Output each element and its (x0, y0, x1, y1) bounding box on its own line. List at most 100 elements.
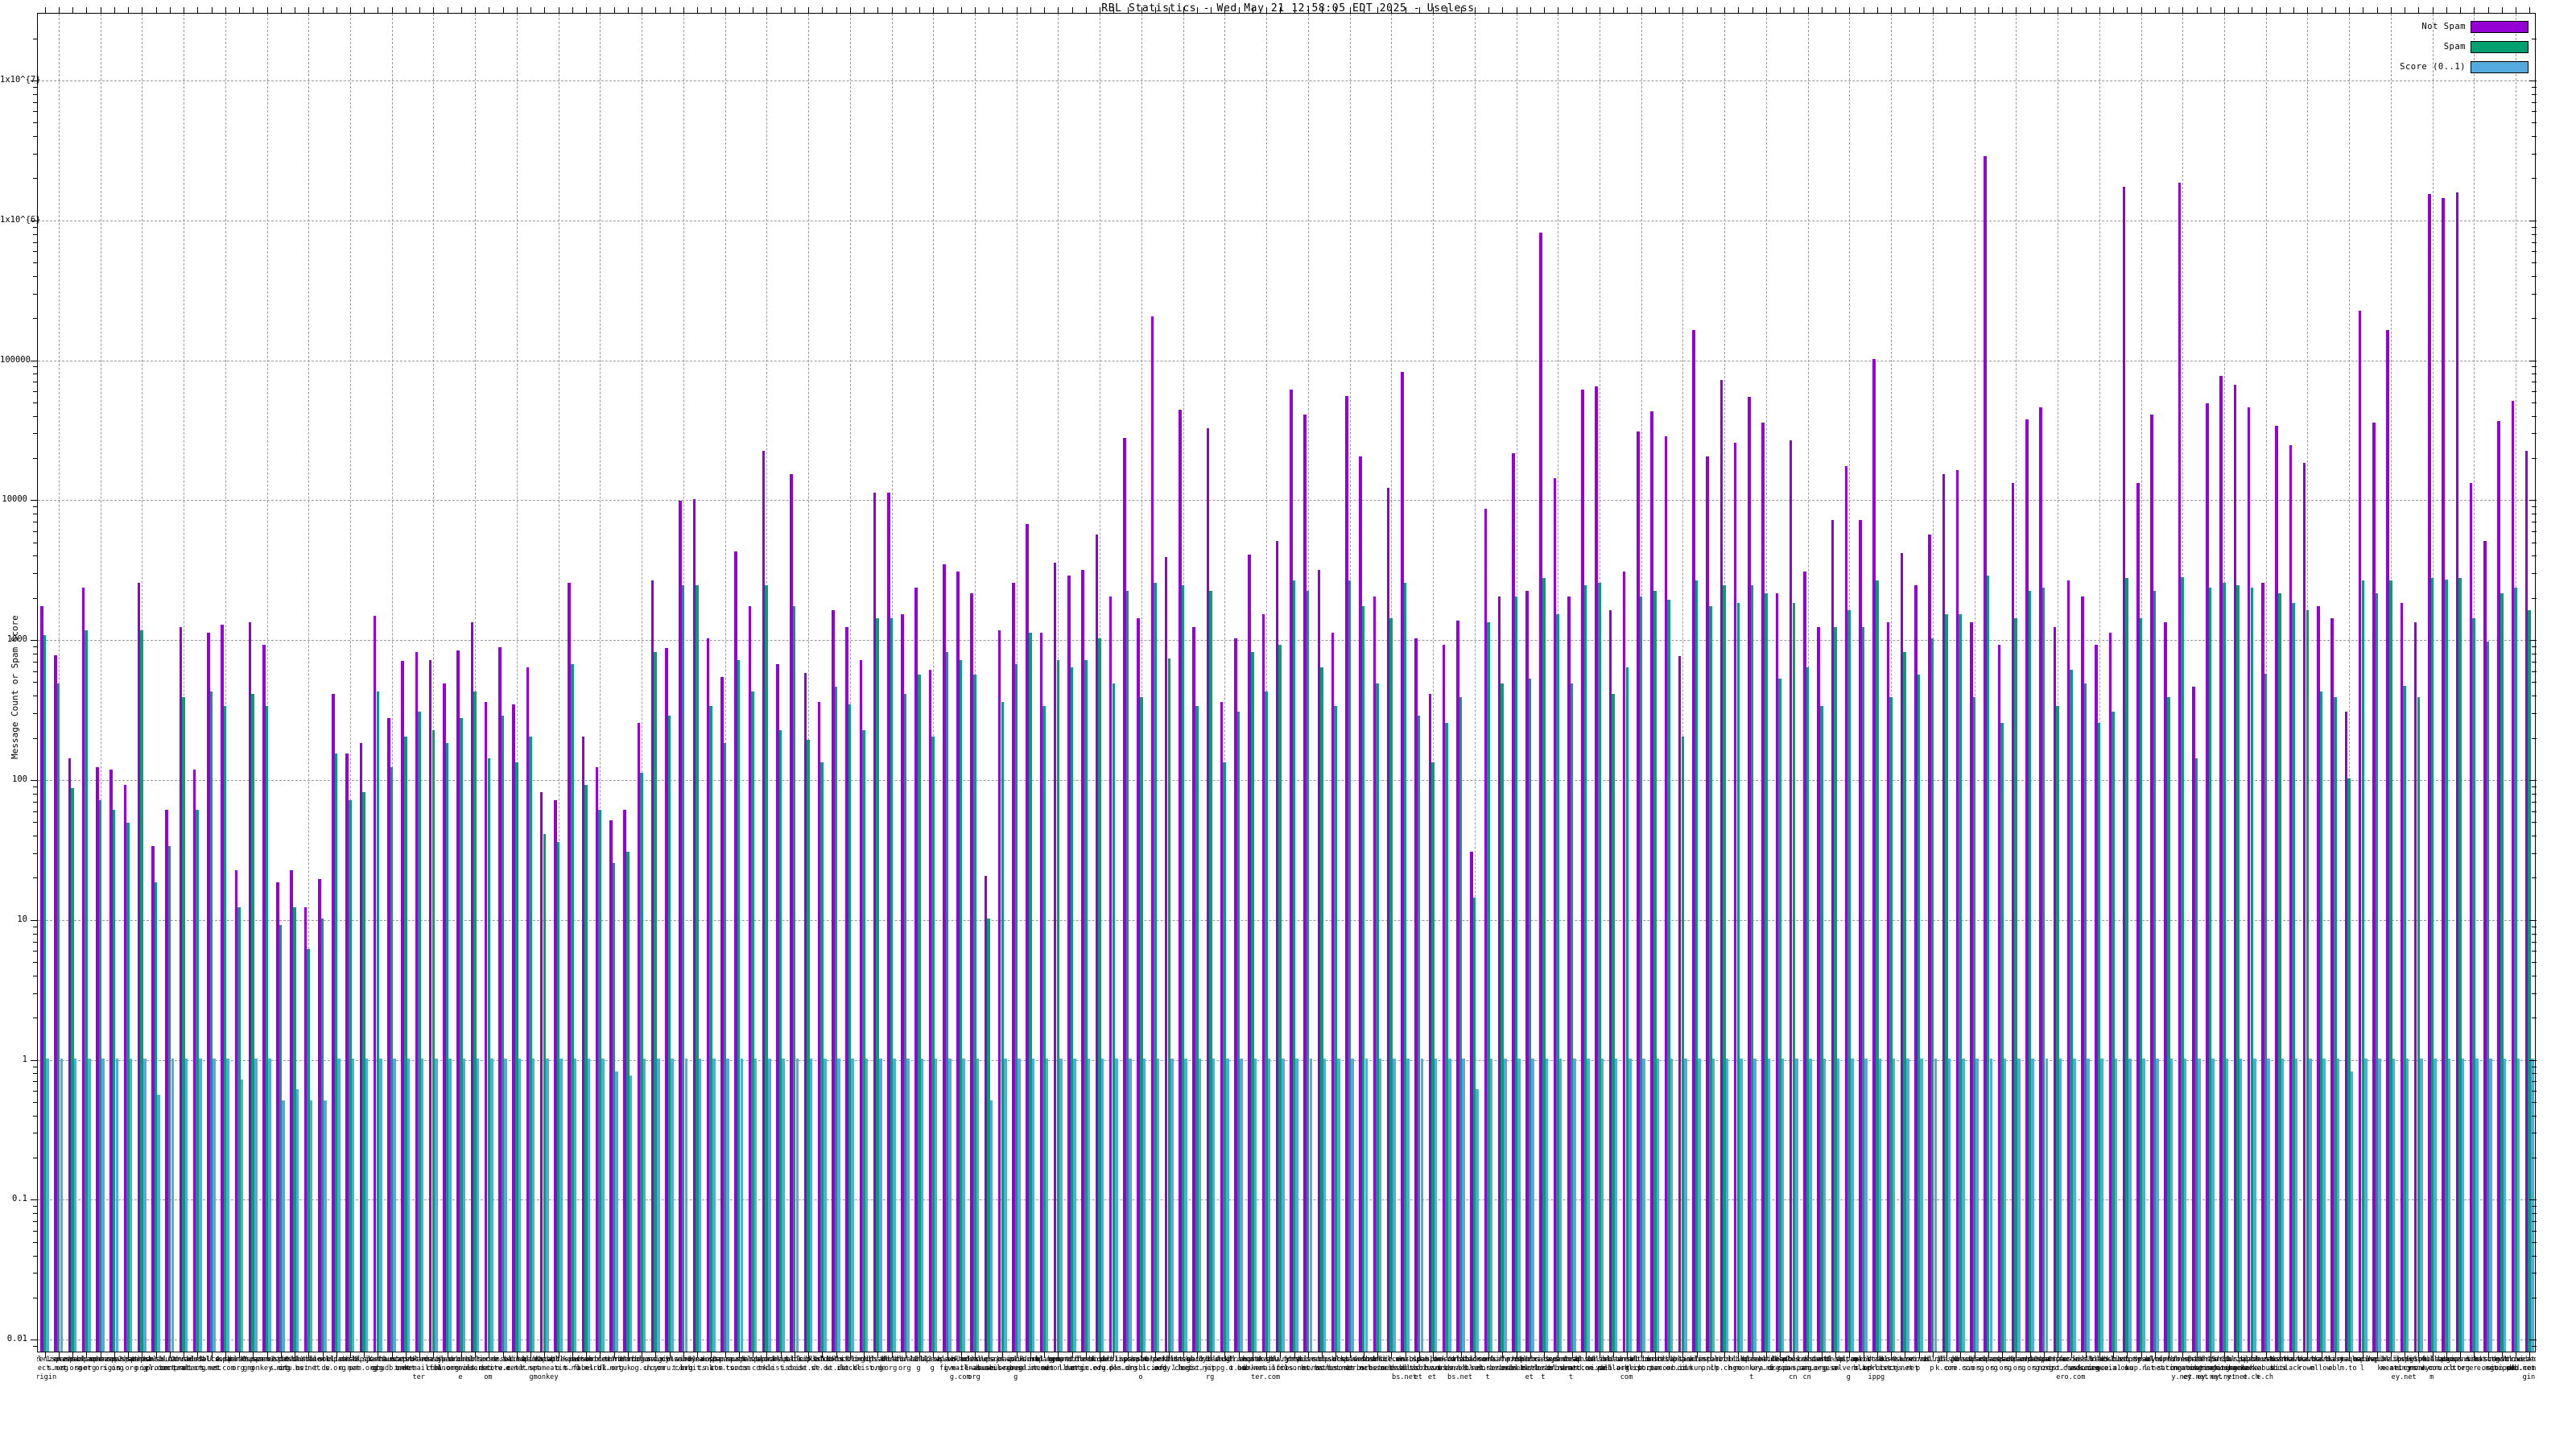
x-axis-tick (350, 1352, 351, 1358)
x-axis-tick (1335, 1352, 1337, 1358)
x-axis-tick-label: zen.spamhaus.org (312, 1356, 359, 1373)
x-axis-tick-top (1169, 7, 1170, 14)
bar-score (1420, 1058, 1424, 1352)
bar-score (309, 1100, 313, 1352)
bar-group (246, 14, 260, 1352)
bar-spam (1875, 580, 1879, 1352)
bar-score (1740, 1058, 1743, 1352)
x-axis-tick (669, 1352, 671, 1358)
grid-line-vertical (1682, 14, 1684, 1352)
x-axis-tick-label: dyn.nszones.com (2147, 1356, 2189, 1373)
x-axis-tick (1322, 1352, 1323, 1358)
bar-not-spam (1373, 596, 1377, 1352)
bar-score (2169, 1058, 2174, 1352)
bar-not-spam (415, 651, 419, 1352)
bar-not-spam (345, 753, 349, 1352)
x-axis-tick-top (2349, 7, 2351, 14)
grid-line-horizontal (38, 80, 2535, 81)
bar-score (1614, 1058, 1618, 1352)
bar-group (2412, 14, 2425, 1352)
bar-spam (543, 834, 547, 1352)
x-axis-tick-top (822, 7, 824, 14)
bar-spam (1806, 667, 1810, 1352)
x-axis-tick (1474, 1352, 1476, 1358)
bar-group (121, 14, 134, 1352)
bar-score (2045, 1058, 2049, 1352)
x-axis-tick-label: spamcannibal.org (2436, 1356, 2483, 1373)
x-axis-tick-label: dnsbl.cyberlogic.net (1173, 1356, 1220, 1373)
bar-score (1711, 1058, 1715, 1352)
y-axis-minor-tick (33, 86, 38, 88)
x-axis-tick-label: l2.apews.org (923, 1356, 969, 1373)
bar-score (878, 1058, 882, 1352)
bar-not-spam (997, 630, 1001, 1352)
bar-not-spam (234, 870, 238, 1352)
y-axis-minor-tick-right (2532, 293, 2537, 295)
bar-score (1059, 1058, 1063, 1352)
x-axis-tick-top (1183, 7, 1184, 14)
bar-not-spam (581, 736, 585, 1352)
bar-spam (709, 705, 712, 1352)
bar-score (2475, 1058, 2479, 1352)
x-axis-tick-top (2307, 7, 2309, 14)
x-axis-tick-top (433, 7, 435, 14)
y-axis-minor-tick (33, 1115, 38, 1117)
bar-group (996, 14, 1009, 1352)
y-axis-tick-label: 1x10^{6} (0, 214, 41, 225)
x-axis-tick-label: rhsbl.sorbs.net (1452, 1356, 1495, 1373)
bar-spam (293, 906, 296, 1352)
y-axis-minor-tick-right (2532, 1081, 2537, 1083)
bar-group (690, 14, 704, 1352)
bar-not-spam (137, 582, 141, 1352)
bar-spam (598, 809, 601, 1352)
y-axis-minor-tick-right (2532, 646, 2537, 648)
bar-spam (1376, 683, 1379, 1352)
legend-swatch-not-spam (2471, 20, 2529, 33)
y-axis-minor-tick (33, 415, 38, 417)
x-axis-tick-label: access.redhawk.org (2062, 1356, 2107, 1373)
bar-group (1329, 14, 1343, 1352)
y-axis-tick-label: 0.1 (12, 1194, 27, 1204)
bar-not-spam (54, 654, 57, 1352)
bar-group (1079, 14, 1092, 1352)
x-axis-tick-top (1474, 7, 1476, 14)
x-axis-tick-top (266, 7, 268, 14)
bar-spam (1570, 683, 1574, 1352)
bar-group (2384, 14, 2397, 1352)
y-axis-minor-tick (33, 737, 38, 739)
x-axis-tick-top (1238, 7, 1240, 14)
x-axis-tick (114, 1352, 115, 1358)
x-axis-tick-label: hostkarma.white (2256, 1356, 2302, 1373)
x-axis-tick-top (2474, 7, 2475, 14)
bar-not-spam (1456, 620, 1459, 1352)
bar-score (268, 1058, 271, 1352)
y-axis-minor-tick (33, 1255, 38, 1257)
bar-group (135, 14, 149, 1352)
x-axis-tick-label: dnsbl.openresolvers.org (1825, 1356, 1872, 1382)
bar-spam (2125, 578, 2128, 1352)
grid-line-horizontal (38, 640, 2535, 642)
bar-group (1592, 14, 1606, 1352)
x-axis-tick-top (1113, 7, 1115, 14)
x-axis-tick-label: rbl.spamlab.com (1661, 1356, 1703, 1373)
bar-group (38, 14, 52, 1352)
bar-score (1531, 1058, 1534, 1352)
bar-spam (1431, 762, 1435, 1352)
bar-spam (1084, 660, 1088, 1352)
bar-spam (556, 842, 560, 1352)
bar-not-spam (2261, 582, 2264, 1352)
x-axis-tick-label: dnsbl.ahbl.org (881, 1356, 928, 1373)
bar-score (2309, 1058, 2312, 1352)
bar-group (80, 14, 93, 1352)
bar-score (1462, 1058, 1465, 1352)
x-axis-tick-label: hostkarma.yellow (2297, 1356, 2344, 1373)
bar-group (1745, 14, 1759, 1352)
bar-not-spam (40, 606, 43, 1352)
bar-score (657, 1058, 660, 1352)
x-axis-tick (1377, 1352, 1379, 1358)
y-axis-minor-tick (33, 646, 38, 648)
x-axis-tick-label: rep.mailspike.net (2367, 1356, 2413, 1373)
bar-spam (1765, 593, 1768, 1352)
bar-not-spam (1733, 443, 1737, 1352)
x-axis-tick-top (128, 7, 130, 14)
